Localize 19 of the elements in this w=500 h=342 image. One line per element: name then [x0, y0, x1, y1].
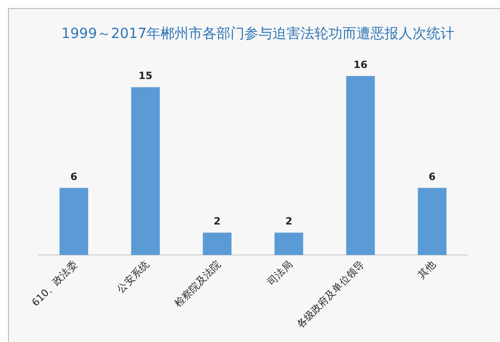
bar: [202, 232, 232, 255]
data-label: 6: [428, 172, 436, 183]
x-tick-label: 各级政府及单位领导: [294, 258, 367, 331]
x-tick-label: 公安系统: [114, 258, 152, 296]
data-label: 2: [285, 216, 292, 228]
x-tick-label: 检察院及法院: [172, 258, 224, 310]
bar: [131, 87, 160, 255]
x-tick-label: 其他: [416, 258, 438, 282]
bar: [274, 232, 304, 255]
bar: [60, 188, 88, 255]
data-label: 16: [354, 60, 368, 71]
bar: [346, 76, 375, 255]
chart-title: 1999～2017年郴州市各部门参与迫害法轮功而遭恶报人次统计: [61, 26, 455, 42]
data-label: 6: [70, 172, 78, 183]
x-tick-label: 610、政法委: [30, 258, 80, 309]
data-label: 2: [214, 216, 221, 228]
data-label: 15: [138, 71, 152, 82]
bar: [418, 188, 446, 255]
x-tick-label: 司法局: [265, 258, 295, 288]
